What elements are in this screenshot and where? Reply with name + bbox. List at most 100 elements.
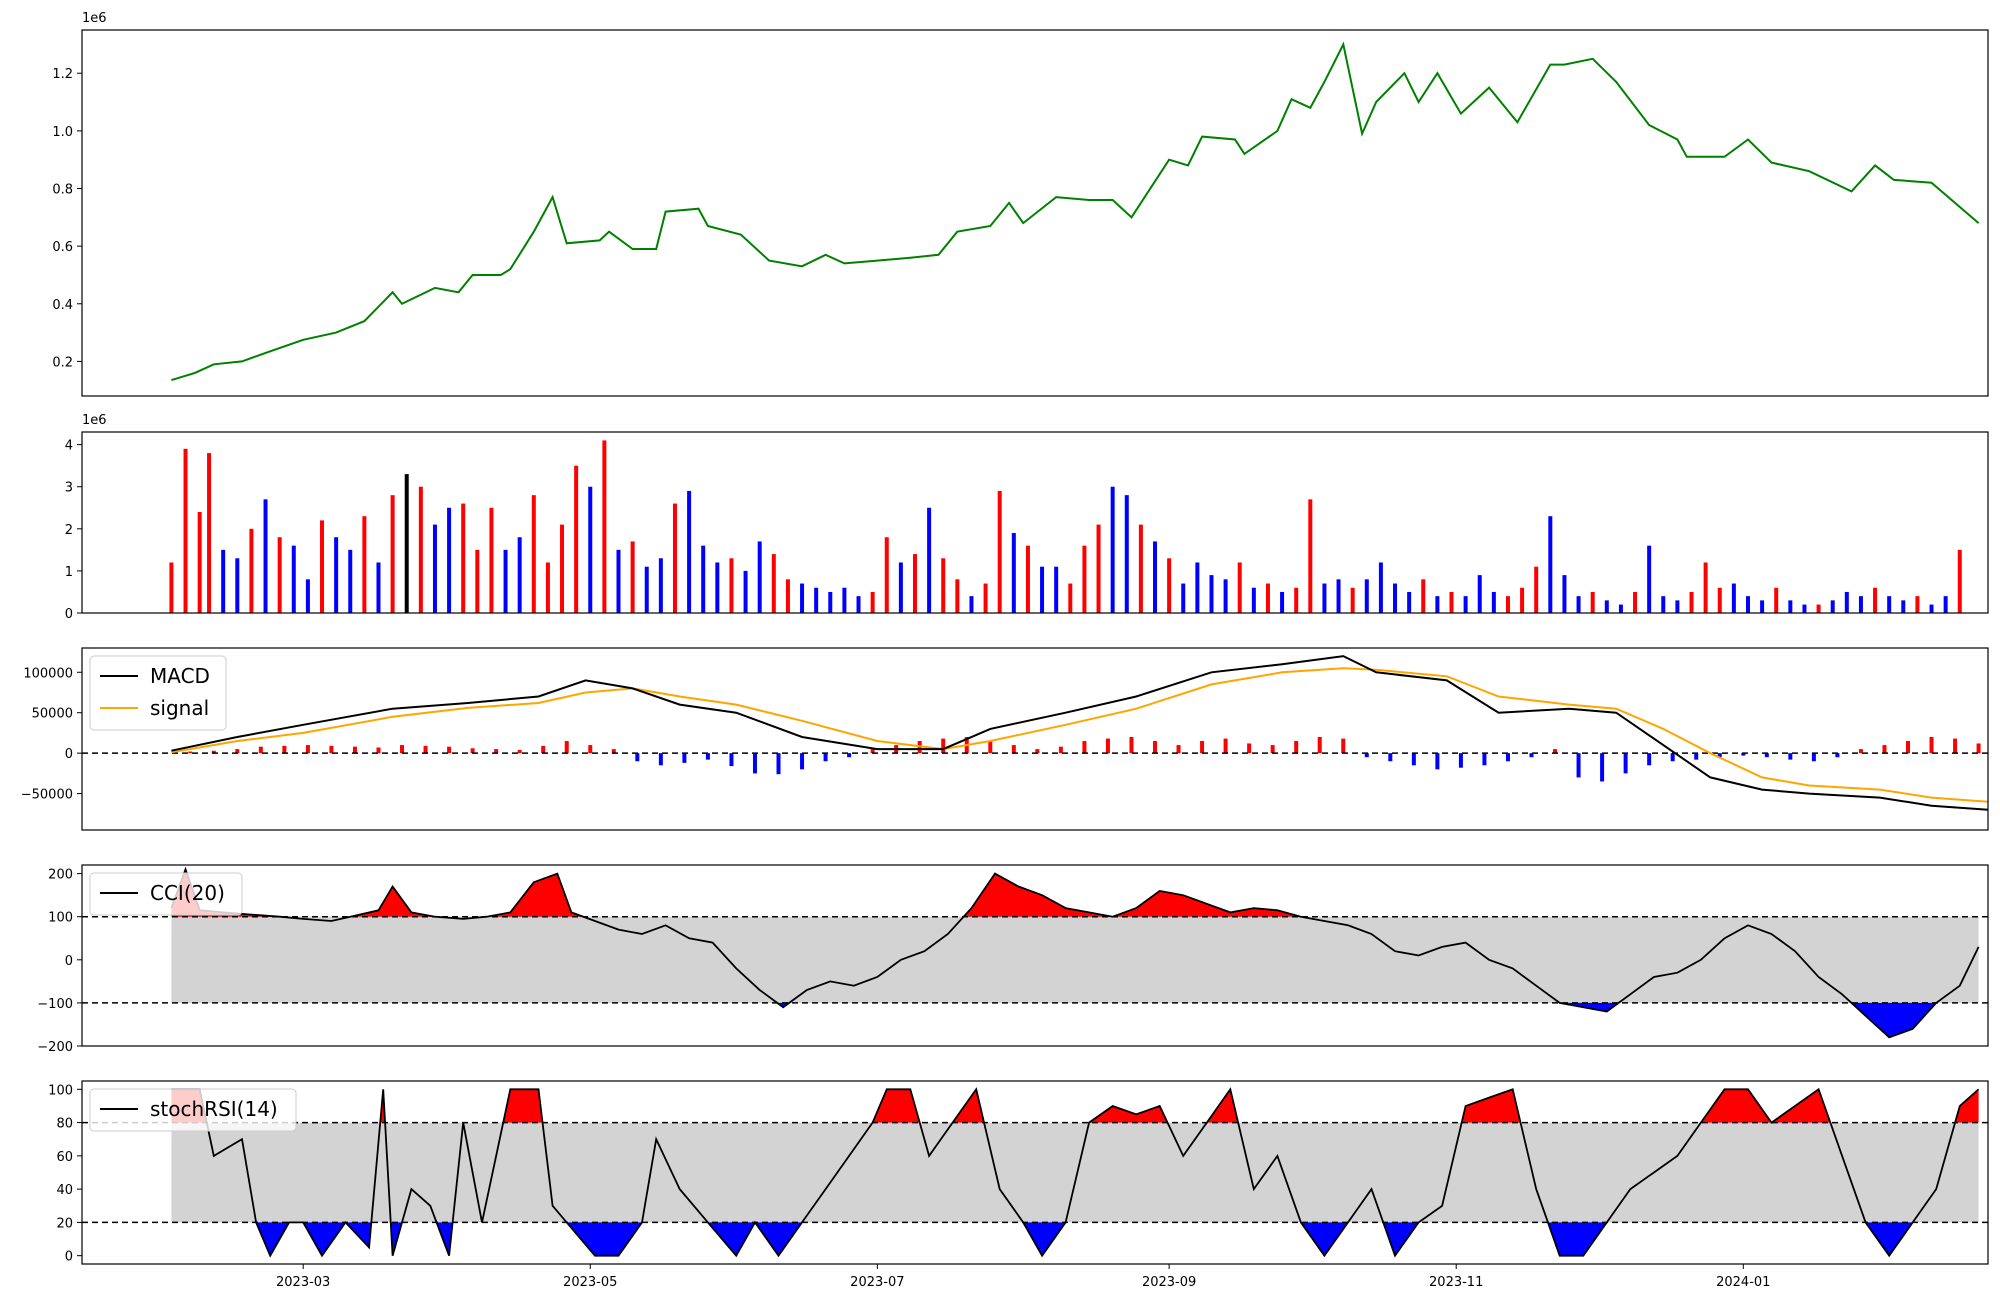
y-tick-label: 1.2	[52, 67, 73, 82]
volume-bar	[1534, 566, 1539, 613]
volume-bar	[1068, 583, 1073, 613]
volume-bar	[1760, 600, 1765, 613]
volume-bar	[1421, 579, 1426, 613]
volume-bar	[1717, 587, 1722, 613]
volume-bar	[320, 520, 325, 613]
volume-bar	[1943, 596, 1948, 613]
macd-histogram-bar	[776, 753, 781, 775]
y-tick-label: 100	[48, 1083, 73, 1098]
volume-bar	[1957, 549, 1962, 613]
macd-histogram-bar	[235, 749, 240, 754]
volume-bar	[1590, 591, 1595, 613]
y-tick-label: 0	[65, 607, 73, 622]
volume-bar	[1251, 587, 1256, 613]
volume-bar	[1435, 596, 1440, 613]
y-tick-label: 1	[65, 565, 73, 580]
volume-bar	[1025, 545, 1030, 613]
macd-histogram-bar	[329, 745, 334, 754]
price-line	[171, 41, 1980, 382]
overbought-fill	[1955, 1089, 1979, 1123]
overbought-fill	[486, 873, 584, 917]
y-tick-label: 4	[65, 439, 73, 454]
macd-histogram-bar	[800, 753, 805, 770]
volume-bar	[1477, 575, 1482, 613]
volume-bar	[1449, 591, 1454, 613]
volume-bar	[461, 503, 466, 613]
volume-bar	[447, 507, 452, 613]
volume-bar	[1774, 587, 1779, 613]
macd-histogram-bar	[1176, 745, 1181, 754]
volume-bar	[785, 579, 790, 613]
neutral-band	[171, 1122, 1979, 1223]
volume-bar	[658, 558, 663, 613]
volume-bar	[503, 549, 508, 613]
macd-histogram-bar	[1482, 753, 1487, 766]
neutral-band	[171, 916, 1979, 1003]
macd-histogram-bar	[1223, 738, 1228, 754]
volume-bar	[1209, 575, 1214, 613]
volume-bar	[1647, 545, 1652, 613]
date-axis: 2023-03 2023-05 2023-07 2023-09 2023-11 2024-…	[276, 1264, 1770, 1290]
macd-histogram-bar	[1341, 738, 1346, 754]
macd-histogram-bar	[1105, 738, 1110, 754]
volume-bar	[1816, 604, 1821, 613]
volume-bar	[757, 541, 762, 613]
macd-histogram-bar	[1741, 753, 1746, 756]
y-tick-label: −50000	[21, 788, 73, 803]
volume-bar	[1096, 524, 1101, 613]
volume-bar	[1618, 604, 1623, 613]
macd-histogram-bar	[494, 749, 499, 754]
volume-bar	[1364, 579, 1369, 613]
macd-histogram-bar	[1411, 753, 1416, 766]
axis-multiplier: 1e6	[82, 413, 107, 428]
stochrsi-panel: 0 20 40 60 80 100 stochRSI(14)	[48, 1080, 1989, 1265]
y-tick-label: 60	[56, 1150, 73, 1165]
volume-bar	[1393, 583, 1398, 613]
volume-bar	[1675, 600, 1680, 613]
volume-bar	[1322, 583, 1327, 613]
y-tick-label: 2	[65, 523, 73, 538]
macd-histogram-bar	[1082, 741, 1087, 754]
macd-histogram-bar	[400, 745, 405, 754]
overbought-fill	[1206, 1089, 1239, 1123]
volume-bar	[1873, 587, 1878, 613]
macd-panel: −50000 0 50000 100000 MACD signal	[21, 647, 1989, 831]
volume-bar	[489, 507, 494, 613]
volume-bar	[630, 541, 635, 613]
volume-bar	[475, 549, 480, 613]
volume-bar	[955, 579, 960, 613]
y-tick-label: 100000	[23, 666, 73, 681]
volume-bar	[729, 558, 734, 613]
x-tick-label: 2024-01	[1716, 1275, 1770, 1290]
volume-bar	[1110, 486, 1115, 613]
volume-bar	[1336, 579, 1341, 613]
volume-bar	[1703, 562, 1708, 613]
y-tick-label: 20	[56, 1216, 73, 1231]
signal-line	[171, 667, 1989, 803]
macd-histogram-bar	[1905, 741, 1910, 754]
legend-label: MACD	[150, 664, 210, 688]
volume-bar	[169, 562, 174, 613]
volume-bar	[927, 507, 932, 613]
volume-bar	[941, 558, 946, 613]
volume-bar	[1195, 562, 1200, 613]
overbought-fill	[952, 1089, 984, 1123]
volume-panel: 0 1 2 3 4 1e6	[65, 413, 1989, 622]
oversold-fill	[256, 1222, 290, 1256]
macd-histogram-bar	[823, 753, 828, 762]
volume-bar	[814, 587, 819, 613]
volume-bar	[1040, 566, 1045, 613]
overbought-fill	[1461, 1089, 1521, 1123]
volume-bar	[1562, 575, 1567, 613]
macd-histogram-bar	[1835, 753, 1840, 758]
macd-histogram-bar	[705, 753, 710, 760]
macd-histogram-bar	[211, 750, 216, 754]
volume-bar	[1378, 562, 1383, 613]
y-tick-label: 50000	[32, 707, 73, 722]
volume-bar	[183, 448, 188, 613]
volume-bar	[1294, 587, 1299, 613]
macd-histogram-bar	[1694, 753, 1699, 760]
volume-bar	[1407, 591, 1412, 613]
macd-histogram-bar	[1035, 749, 1040, 754]
macd-histogram-bar	[517, 749, 522, 754]
